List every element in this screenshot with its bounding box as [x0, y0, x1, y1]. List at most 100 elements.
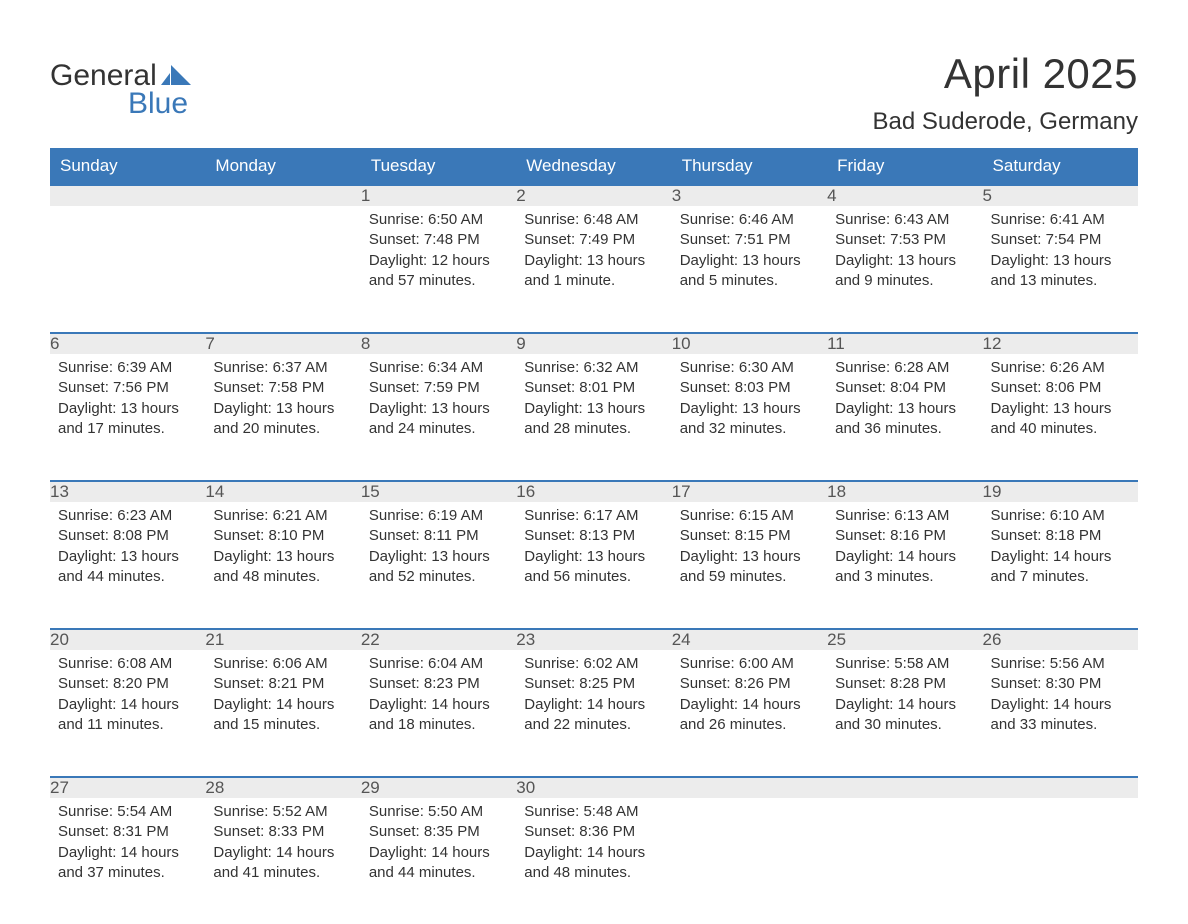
day-cell: Sunrise: 5:54 AMSunset: 8:31 PMDaylight:…: [50, 798, 205, 924]
sunrise-text: Sunrise: 6:15 AM: [680, 506, 819, 526]
day-cell: Sunrise: 6:00 AMSunset: 8:26 PMDaylight:…: [672, 650, 827, 776]
daylight2-text: and 20 minutes.: [213, 419, 352, 439]
sunset-text: Sunset: 8:10 PM: [213, 526, 352, 546]
day-number-cell: 6: [50, 332, 205, 354]
day-number-cell: 29: [361, 776, 516, 798]
daylight1-text: Daylight: 13 hours: [991, 399, 1130, 419]
daylight2-text: and 40 minutes.: [991, 419, 1130, 439]
sunset-text: Sunset: 8:35 PM: [369, 822, 508, 842]
daylight1-text: Daylight: 13 hours: [835, 251, 974, 271]
day-cell-body: Sunrise: 5:56 AMSunset: 8:30 PMDaylight:…: [983, 650, 1138, 745]
day-cell-body: Sunrise: 6:39 AMSunset: 7:56 PMDaylight:…: [50, 354, 205, 449]
daylight1-text: Daylight: 13 hours: [524, 399, 663, 419]
day-cell: Sunrise: 6:30 AMSunset: 8:03 PMDaylight:…: [672, 354, 827, 480]
daylight2-text: and 1 minute.: [524, 271, 663, 291]
sunrise-text: Sunrise: 6:32 AM: [524, 358, 663, 378]
weekday-header: Sunday: [50, 148, 205, 184]
day-cell: Sunrise: 5:48 AMSunset: 8:36 PMDaylight:…: [516, 798, 671, 924]
day-cell-body: Sunrise: 6:23 AMSunset: 8:08 PMDaylight:…: [50, 502, 205, 597]
sunset-text: Sunset: 7:56 PM: [58, 378, 197, 398]
sunset-text: Sunset: 8:31 PM: [58, 822, 197, 842]
sunset-text: Sunset: 8:06 PM: [991, 378, 1130, 398]
day-cell: Sunrise: 6:28 AMSunset: 8:04 PMDaylight:…: [827, 354, 982, 480]
sunset-text: Sunset: 8:13 PM: [524, 526, 663, 546]
day-number-cell: [827, 776, 982, 798]
week-content-row: Sunrise: 6:50 AMSunset: 7:48 PMDaylight:…: [50, 206, 1138, 332]
sunrise-text: Sunrise: 6:04 AM: [369, 654, 508, 674]
day-cell: Sunrise: 6:32 AMSunset: 8:01 PMDaylight:…: [516, 354, 671, 480]
sunrise-text: Sunrise: 6:30 AM: [680, 358, 819, 378]
day-number-cell: [672, 776, 827, 798]
day-cell-body: Sunrise: 6:19 AMSunset: 8:11 PMDaylight:…: [361, 502, 516, 597]
sunrise-text: Sunrise: 6:37 AM: [213, 358, 352, 378]
day-cell-body: Sunrise: 5:50 AMSunset: 8:35 PMDaylight:…: [361, 798, 516, 893]
daylight1-text: Daylight: 14 hours: [369, 695, 508, 715]
daylight1-text: Daylight: 14 hours: [524, 695, 663, 715]
sunrise-text: Sunrise: 5:50 AM: [369, 802, 508, 822]
daylight1-text: Daylight: 13 hours: [680, 399, 819, 419]
week-daynum-row: 20212223242526: [50, 628, 1138, 650]
daylight2-text: and 22 minutes.: [524, 715, 663, 735]
sunrise-text: Sunrise: 5:48 AM: [524, 802, 663, 822]
day-number-cell: 22: [361, 628, 516, 650]
sunrise-text: Sunrise: 6:39 AM: [58, 358, 197, 378]
day-cell: Sunrise: 6:19 AMSunset: 8:11 PMDaylight:…: [361, 502, 516, 628]
calendar-body: 12345Sunrise: 6:50 AMSunset: 7:48 PMDayl…: [50, 184, 1138, 924]
daylight1-text: Daylight: 13 hours: [369, 547, 508, 567]
day-number-cell: 5: [983, 184, 1138, 206]
day-cell: Sunrise: 5:58 AMSunset: 8:28 PMDaylight:…: [827, 650, 982, 776]
weekday-header: Monday: [205, 148, 360, 184]
daylight1-text: Daylight: 13 hours: [213, 399, 352, 419]
sunset-text: Sunset: 8:36 PM: [524, 822, 663, 842]
day-cell-body: Sunrise: 5:58 AMSunset: 8:28 PMDaylight:…: [827, 650, 982, 745]
weekday-header: Wednesday: [516, 148, 671, 184]
sunrise-text: Sunrise: 6:13 AM: [835, 506, 974, 526]
week-daynum-row: 13141516171819: [50, 480, 1138, 502]
daylight1-text: Daylight: 13 hours: [369, 399, 508, 419]
day-number-cell: 30: [516, 776, 671, 798]
day-number-cell: 15: [361, 480, 516, 502]
day-cell-body: Sunrise: 6:15 AMSunset: 8:15 PMDaylight:…: [672, 502, 827, 597]
sunset-text: Sunset: 8:04 PM: [835, 378, 974, 398]
daylight1-text: Daylight: 14 hours: [524, 843, 663, 863]
day-number-cell: [50, 184, 205, 206]
day-number-cell: [983, 776, 1138, 798]
daylight2-text: and 15 minutes.: [213, 715, 352, 735]
day-cell-body: Sunrise: 6:06 AMSunset: 8:21 PMDaylight:…: [205, 650, 360, 745]
sunrise-text: Sunrise: 6:10 AM: [991, 506, 1130, 526]
daylight1-text: Daylight: 13 hours: [58, 399, 197, 419]
daylight2-text: and 52 minutes.: [369, 567, 508, 587]
day-cell-body: Sunrise: 6:50 AMSunset: 7:48 PMDaylight:…: [361, 206, 516, 301]
daylight1-text: Daylight: 12 hours: [369, 251, 508, 271]
day-cell-body: Sunrise: 6:17 AMSunset: 8:13 PMDaylight:…: [516, 502, 671, 597]
day-cell: Sunrise: 6:41 AMSunset: 7:54 PMDaylight:…: [983, 206, 1138, 332]
daylight2-text: and 11 minutes.: [58, 715, 197, 735]
day-cell: Sunrise: 6:37 AMSunset: 7:58 PMDaylight:…: [205, 354, 360, 480]
daylight1-text: Daylight: 14 hours: [213, 695, 352, 715]
daylight2-text: and 59 minutes.: [680, 567, 819, 587]
sunrise-text: Sunrise: 6:06 AM: [213, 654, 352, 674]
daylight2-text: and 5 minutes.: [680, 271, 819, 291]
day-cell: Sunrise: 6:04 AMSunset: 8:23 PMDaylight:…: [361, 650, 516, 776]
day-cell-body: Sunrise: 5:48 AMSunset: 8:36 PMDaylight:…: [516, 798, 671, 893]
daylight1-text: Daylight: 14 hours: [835, 547, 974, 567]
day-cell: Sunrise: 6:15 AMSunset: 8:15 PMDaylight:…: [672, 502, 827, 628]
day-cell-body: Sunrise: 6:10 AMSunset: 8:18 PMDaylight:…: [983, 502, 1138, 597]
day-cell: Sunrise: 5:56 AMSunset: 8:30 PMDaylight:…: [983, 650, 1138, 776]
sunrise-text: Sunrise: 6:43 AM: [835, 210, 974, 230]
sunset-text: Sunset: 8:30 PM: [991, 674, 1130, 694]
sunrise-text: Sunrise: 6:28 AM: [835, 358, 974, 378]
daylight1-text: Daylight: 13 hours: [524, 547, 663, 567]
day-cell-body: Sunrise: 6:04 AMSunset: 8:23 PMDaylight:…: [361, 650, 516, 745]
day-cell-body: Sunrise: 6:00 AMSunset: 8:26 PMDaylight:…: [672, 650, 827, 745]
daylight2-text: and 44 minutes.: [369, 863, 508, 883]
day-number-cell: 25: [827, 628, 982, 650]
sunset-text: Sunset: 8:20 PM: [58, 674, 197, 694]
sunset-text: Sunset: 7:58 PM: [213, 378, 352, 398]
week-daynum-row: 27282930: [50, 776, 1138, 798]
day-number-cell: 11: [827, 332, 982, 354]
sunrise-text: Sunrise: 5:56 AM: [991, 654, 1130, 674]
week-daynum-row: 12345: [50, 184, 1138, 206]
day-cell-body: Sunrise: 5:52 AMSunset: 8:33 PMDaylight:…: [205, 798, 360, 893]
day-cell: Sunrise: 6:02 AMSunset: 8:25 PMDaylight:…: [516, 650, 671, 776]
